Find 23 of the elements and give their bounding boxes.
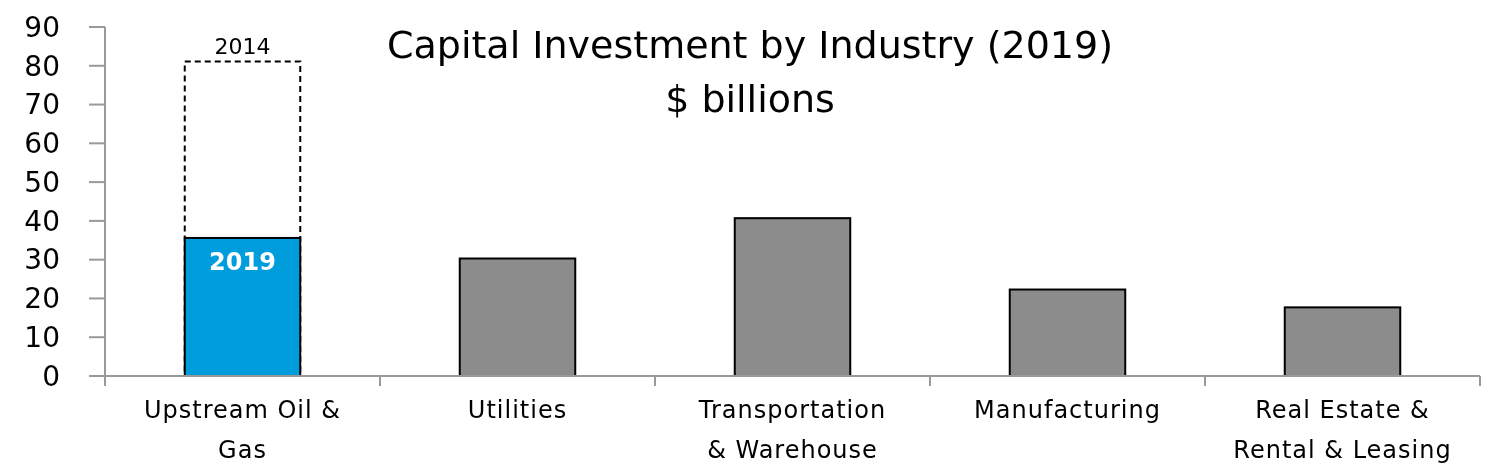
bar xyxy=(1008,288,1127,377)
bar xyxy=(1283,306,1402,377)
y-tick-label: 70 xyxy=(24,88,60,122)
x-tick-label: Transportation & Warehouse xyxy=(697,396,887,464)
x-tick-label: Real Estate & Rental & Leasing xyxy=(1233,396,1452,464)
y-tick-label: 60 xyxy=(24,127,60,161)
y-tick-label: 40 xyxy=(24,204,60,238)
x-tick-label: Manufacturing xyxy=(974,396,1161,424)
chart-title: Capital Investment by Industry (2019) xyxy=(386,23,1114,67)
bar xyxy=(458,257,577,377)
y-tick-label: 30 xyxy=(24,243,60,277)
series-label: 2019 xyxy=(209,247,276,276)
bar xyxy=(733,217,852,377)
y-tick-label: 10 xyxy=(24,321,60,355)
y-tick-label: 90 xyxy=(24,10,60,44)
text: $ billions xyxy=(665,77,835,121)
y-tick-label: 0 xyxy=(42,359,60,393)
x-tick-label: Upstream Oil & Gas xyxy=(143,396,342,464)
series-label: 2014 xyxy=(214,33,271,59)
y-tick-label: 50 xyxy=(24,165,60,199)
y-tick-label: 20 xyxy=(24,282,60,316)
x-tick-label: Utilities xyxy=(467,396,568,424)
y-tick-label: 80 xyxy=(24,49,60,83)
